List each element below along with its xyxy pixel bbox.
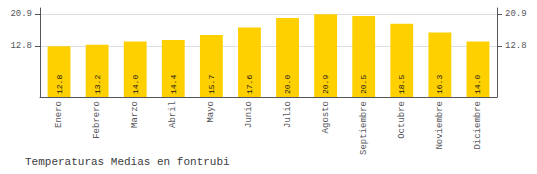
svg-text:20.5: 20.5 [359,75,368,94]
svg-text:Octubre: Octubre [397,101,407,139]
svg-text:18.5: 18.5 [397,75,406,94]
svg-text:Mayo: Mayo [206,101,216,123]
svg-text:17.6: 17.6 [245,75,254,94]
svg-text:Febrero: Febrero [92,101,102,139]
svg-text:Diciembre: Diciembre [473,101,483,150]
svg-text:Agosto: Agosto [321,101,331,133]
svg-text:14.4: 14.4 [169,75,178,94]
svg-text:16.3: 16.3 [435,75,444,94]
svg-text:14.0: 14.0 [473,75,482,94]
svg-text:13.2: 13.2 [93,75,102,94]
svg-text:Temperaturas Medias en fontrub: Temperaturas Medias en fontrubi [25,156,230,168]
svg-text:14.0: 14.0 [131,75,140,94]
svg-text:Enero: Enero [54,101,64,128]
svg-text:Noviembre: Noviembre [435,101,445,150]
svg-text:Abril: Abril [168,101,178,128]
svg-text:20.9: 20.9 [10,9,32,19]
svg-text:Marzo: Marzo [130,101,140,128]
svg-text:20.9: 20.9 [321,75,330,94]
svg-text:15.7: 15.7 [207,75,216,94]
svg-text:Septiembre: Septiembre [359,101,369,155]
svg-text:12.8: 12.8 [505,41,527,51]
svg-text:20.9: 20.9 [505,9,527,19]
svg-text:12.8: 12.8 [10,41,32,51]
svg-text:12.8: 12.8 [55,75,64,94]
svg-text:Julio: Julio [283,101,293,128]
svg-text:20.0: 20.0 [283,75,292,94]
svg-text:Junio: Junio [244,101,254,128]
